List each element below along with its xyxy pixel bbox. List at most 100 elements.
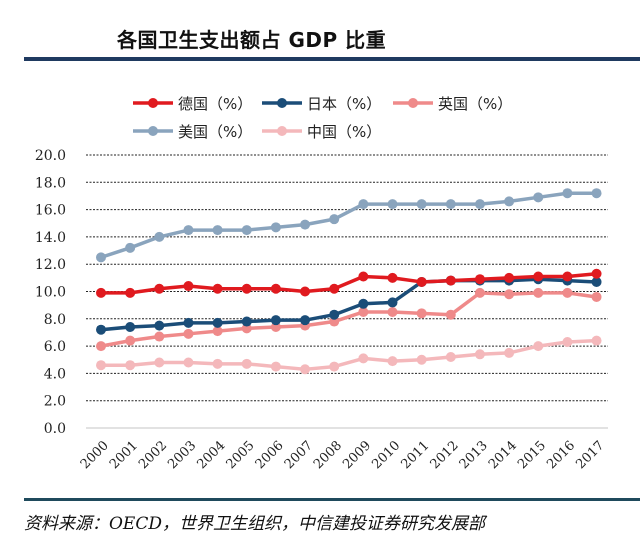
data-point	[591, 335, 602, 346]
x-axis: 2000200120022003200420052006200720082009…	[78, 427, 608, 472]
legend-label: 德国（%）	[178, 95, 252, 113]
data-point	[183, 357, 194, 368]
x-tick-label: 2016	[544, 438, 578, 472]
data-point	[445, 275, 456, 286]
data-point	[154, 357, 165, 368]
legend-swatch-marker	[148, 98, 158, 108]
x-tick-label: 2010	[369, 438, 403, 472]
data-point	[387, 356, 398, 367]
data-point	[125, 321, 136, 332]
header-divider	[24, 57, 640, 61]
data-point	[212, 358, 223, 369]
data-point	[562, 287, 573, 298]
x-tick-label: 2017	[573, 438, 607, 472]
data-point	[416, 354, 427, 365]
x-tick-label: 2006	[253, 438, 287, 472]
data-point	[183, 317, 194, 328]
y-tick-label: 2.0	[44, 394, 66, 410]
data-point	[300, 364, 311, 375]
legend-label: 美国（%）	[178, 123, 252, 141]
x-tick-label: 2007	[282, 438, 316, 472]
legend-label: 日本（%）	[307, 95, 381, 113]
data-point	[241, 316, 252, 327]
source-note: 资料来源：OECD，世界卫生组织，中信建投证券研究发展部	[24, 514, 485, 534]
x-tick-label: 2004	[194, 438, 228, 472]
data-point	[387, 199, 398, 210]
data-point	[241, 225, 252, 236]
y-axis: 0.0 2.0 4.0 6.0 8.0 10.0 12.0 14.0 16.0 18.0 20.0	[35, 148, 66, 437]
x-tick-label: 2001	[107, 438, 141, 472]
legend-swatch-marker	[277, 98, 287, 108]
x-tick-label: 2005	[224, 438, 258, 472]
data-point	[504, 289, 515, 300]
data-point	[241, 283, 252, 294]
data-point	[358, 298, 369, 309]
series-2	[96, 287, 602, 352]
data-point	[183, 328, 194, 339]
y-tick-label: 8.0	[44, 312, 66, 328]
data-point	[329, 309, 340, 320]
data-point	[270, 222, 281, 233]
series-line	[101, 272, 597, 295]
data-point	[329, 361, 340, 372]
data-point	[562, 188, 573, 199]
data-point	[387, 297, 398, 308]
y-tick-label: 6.0	[44, 339, 66, 355]
data-point	[445, 199, 456, 210]
data-point	[591, 291, 602, 302]
legend: 德国（%） 日本（%） 英国（%） 美国（%） 中国（%）	[133, 95, 512, 141]
series-line	[100, 191, 597, 260]
x-tick-label: 2011	[398, 438, 432, 472]
legend-label: 英国（%）	[438, 95, 512, 113]
data-point	[125, 242, 136, 253]
data-point	[504, 196, 515, 207]
series-0	[96, 268, 602, 298]
y-tick-label: 10.0	[35, 285, 66, 301]
x-tick-label: 2000	[78, 438, 112, 472]
data-point	[591, 276, 602, 287]
legend-item: 中国（%）	[262, 123, 381, 141]
data-point	[329, 283, 340, 294]
data-point	[562, 271, 573, 282]
data-point	[96, 324, 106, 335]
legend-item: 日本（%）	[262, 95, 381, 113]
data-point	[96, 360, 106, 371]
data-point	[533, 192, 544, 203]
x-tick-label: 2009	[340, 438, 374, 472]
data-point	[96, 252, 106, 263]
x-tick-label: 2008	[311, 438, 345, 472]
data-point	[270, 315, 281, 326]
data-point	[358, 353, 369, 364]
data-point	[212, 326, 223, 337]
x-tick-label: 2012	[428, 438, 462, 472]
legend-label: 中国（%）	[307, 123, 381, 141]
x-tick-label: 2013	[457, 438, 491, 472]
data-point	[387, 306, 398, 317]
data-point	[445, 352, 456, 363]
data-point	[270, 283, 281, 294]
y-tick-label: 14.0	[35, 230, 66, 246]
legend-item: 英国（%）	[393, 95, 512, 113]
footer-divider	[24, 498, 640, 501]
data-point	[591, 268, 602, 279]
data-point	[387, 272, 398, 283]
data-point	[125, 360, 136, 371]
y-tick-label: 16.0	[35, 203, 66, 219]
data-point	[504, 347, 515, 358]
data-point	[504, 272, 515, 283]
series-3	[96, 188, 602, 263]
data-point	[212, 283, 223, 294]
x-tick-label: 2002	[136, 438, 170, 472]
data-point	[416, 276, 427, 287]
data-point	[300, 219, 311, 230]
data-point	[416, 199, 427, 210]
data-point	[416, 308, 427, 319]
data-point	[329, 214, 340, 225]
data-point	[533, 287, 544, 298]
data-point	[562, 337, 573, 348]
x-tick-label: 2003	[165, 438, 199, 472]
data-point	[591, 188, 602, 199]
data-point	[358, 306, 369, 317]
y-tick-label: 0.0	[44, 421, 66, 437]
line-chart: 0.02.04.06.08.010.012.014.016.018.020.0 …	[35, 95, 608, 472]
